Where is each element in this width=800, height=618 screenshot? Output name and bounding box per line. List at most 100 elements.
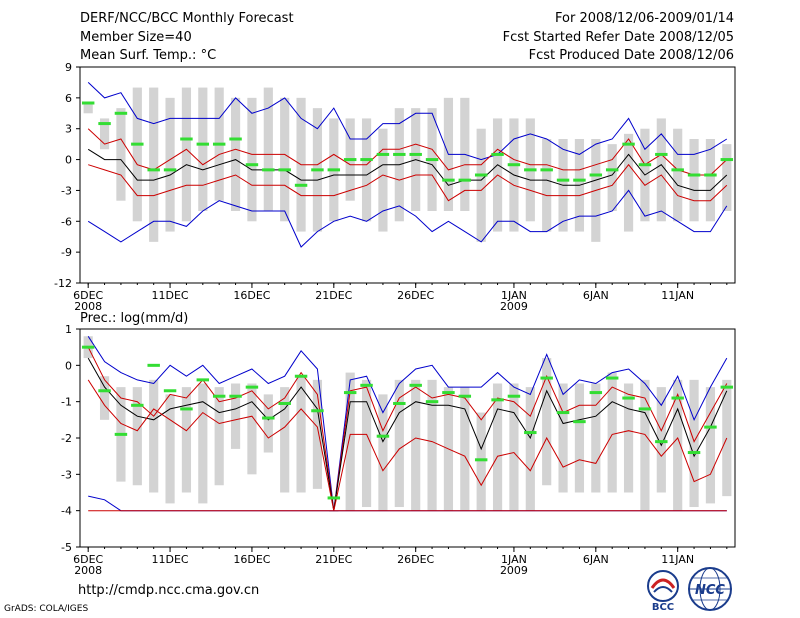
y-tick-label: -2	[61, 432, 72, 445]
x-tick-label: 1JAN	[501, 553, 527, 566]
spread-box	[492, 383, 503, 511]
observed-marker	[311, 168, 324, 172]
x-tick-year-label: 2008	[74, 300, 102, 313]
spread-box	[378, 394, 388, 511]
observed-marker	[720, 158, 734, 162]
series-upper-line	[87, 346, 728, 511]
spread-box	[247, 383, 257, 475]
forecast-started-date: Fcst Started Refer Date 2008/12/05	[502, 30, 734, 45]
spread-box	[149, 379, 159, 493]
spread-box	[132, 87, 142, 222]
observed-marker	[360, 383, 373, 387]
observed-marker	[114, 111, 128, 115]
observed-marker	[409, 383, 422, 387]
forecast-period: For 2008/12/06-2009/01/14	[555, 11, 734, 26]
chart-title: DERF/NCC/BCC Monthly Forecast	[80, 11, 294, 26]
y-tick-label: 9	[65, 61, 72, 74]
x-tick-label: 11DEC	[152, 289, 189, 302]
spread-box	[394, 379, 404, 508]
series-upper-line	[87, 128, 728, 176]
spread-box	[623, 383, 634, 493]
observed-marker	[704, 425, 717, 429]
x-tick-year-label: 2008	[74, 564, 102, 577]
observed-marker	[556, 178, 570, 182]
y-tick-label: -1	[61, 396, 72, 409]
spread-box	[525, 387, 535, 511]
plot-frame	[79, 66, 736, 284]
observed-marker	[376, 434, 390, 438]
x-tick-label: 1JAN	[501, 289, 527, 302]
footer-url[interactable]: http://cmdp.ncc.cma.gov.cn	[78, 583, 260, 598]
observed-marker	[98, 389, 111, 393]
observed-marker	[425, 400, 439, 404]
spread-box	[230, 383, 241, 449]
observed-marker	[131, 142, 144, 146]
series-max-line	[87, 336, 728, 511]
spread-box	[509, 383, 519, 511]
observed-marker	[294, 374, 308, 378]
observed-marker	[442, 391, 455, 395]
observed-marker	[376, 152, 390, 156]
spread-box	[673, 128, 683, 222]
spread-box	[689, 379, 699, 508]
y-tick-label: -6	[61, 215, 72, 228]
spread-box	[83, 103, 93, 114]
spread-box	[673, 379, 683, 511]
observed-marker	[458, 178, 472, 182]
observed-marker	[278, 401, 291, 405]
y-tick-label: -4	[61, 505, 72, 518]
spread-box	[312, 379, 323, 489]
observed-marker	[655, 440, 668, 444]
observed-marker	[180, 407, 193, 411]
observed-marker	[540, 376, 553, 380]
y-tick-label: -9	[61, 246, 72, 259]
y-tick-label: -3	[61, 468, 72, 481]
observed-marker	[671, 396, 684, 400]
spread-box	[607, 372, 617, 493]
spread-box	[623, 133, 634, 232]
spread-box	[99, 376, 110, 420]
x-tick-label: 11DEC	[152, 553, 189, 566]
spread-box	[705, 387, 716, 504]
spread-box	[542, 139, 552, 232]
spread-box	[165, 394, 175, 504]
x-tick-year-label: 2009	[500, 564, 528, 577]
spread-box	[656, 387, 666, 493]
spread-box	[574, 383, 585, 493]
spread-box	[361, 118, 372, 222]
observed-marker	[245, 385, 259, 389]
observed-marker	[262, 416, 275, 420]
observed-marker	[393, 401, 406, 405]
spread-box	[361, 379, 372, 508]
spread-box	[230, 97, 241, 211]
spread-box	[116, 108, 126, 201]
spread-box	[247, 97, 257, 222]
x-tick-label: 11JAN	[661, 289, 694, 302]
observed-marker	[605, 376, 619, 380]
spread-box	[99, 118, 110, 150]
observed-marker	[507, 163, 521, 167]
series-min-line	[87, 189, 728, 248]
spread-box	[263, 87, 273, 211]
panel-subtitle: Prec.: log(mm/d)	[80, 311, 188, 326]
spread-box	[460, 387, 470, 511]
observed-marker	[573, 178, 586, 182]
series-mean-line	[87, 357, 728, 511]
observed-marker	[212, 394, 226, 398]
x-tick-label: 6JAN	[583, 553, 609, 566]
forecast-produced-date: Fcst Produced Date 2008/12/06	[528, 48, 734, 63]
x-tick-label: 21DEC	[315, 289, 352, 302]
y-tick-label: 0	[65, 359, 72, 372]
observed-marker	[589, 391, 603, 395]
observed-marker	[704, 173, 717, 177]
member-size-label: Member Size=40	[80, 30, 192, 45]
series-mean-line	[87, 148, 728, 191]
observed-marker	[229, 137, 242, 141]
observed-marker	[393, 152, 406, 156]
spread-box	[181, 387, 192, 493]
observed-marker	[491, 398, 504, 402]
spread-box	[280, 97, 290, 222]
observed-marker	[98, 122, 111, 126]
observed-marker	[180, 137, 193, 141]
